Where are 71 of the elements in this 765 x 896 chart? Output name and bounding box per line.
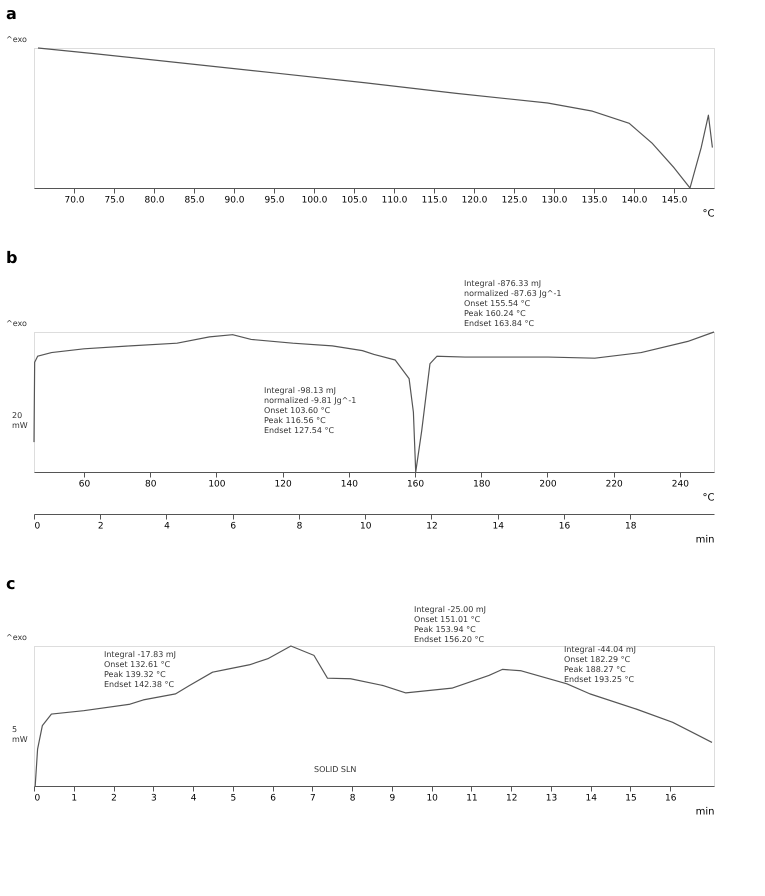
x-tick-label: 8 — [350, 794, 356, 804]
x2-tick-label: 0 — [34, 522, 40, 532]
x2-tick-label: 8 — [296, 522, 303, 532]
chart-title: a — [6, 4, 17, 23]
x-tick-label: 115.0 — [422, 196, 448, 206]
x-tick-label: 105.0 — [342, 196, 368, 206]
text: 5 mW — [12, 725, 28, 744]
x-tick-label: 125.0 — [502, 196, 528, 206]
x2-tick-label: 12 — [426, 522, 438, 532]
x-tick-label: 1 — [71, 794, 78, 804]
x-tick-label: 130.0 — [542, 196, 568, 206]
x-axis-title: min — [696, 806, 714, 818]
x-tick-label: 15 — [625, 794, 637, 804]
x-axis-title: °C — [702, 208, 715, 220]
x-tick-label: 6 — [270, 794, 276, 804]
x-tick-label: 3 — [150, 794, 157, 804]
x-tick-label: 16 — [665, 794, 677, 804]
x-tick-label: 5 — [230, 794, 236, 804]
annotation: Integral -17.83 mJ Onset 132.61 °C Peak 139.32 °C Endset 142.38 °C — [104, 650, 176, 689]
text: Integral -876.33 mJ normalized -87.63 Jg^-1 Onset 155.54 °C Peak 160.24 °C Endset 163.84 °C — [464, 279, 562, 328]
x-tick-label: 2 — [111, 794, 117, 804]
x-tick-label: 110.0 — [382, 196, 408, 206]
x2-tick-label: 14 — [492, 522, 504, 532]
x-tick-label: 200 — [539, 480, 557, 490]
x-tick-label: 120 — [274, 480, 292, 490]
x-tick-label: 90.0 — [224, 196, 245, 206]
x-tick-label: 140 — [340, 480, 358, 490]
x-tick-label: 220 — [606, 480, 624, 490]
x-tick-label: 4 — [190, 794, 197, 804]
x-tick-label: 70.0 — [64, 196, 85, 206]
x2-axis-title: min — [696, 534, 714, 546]
chart-title: b — [6, 248, 18, 267]
x-tick-label: 95.0 — [264, 196, 285, 206]
x-axis-title: °C — [702, 492, 715, 504]
annotation: SOLID SLN — [314, 765, 356, 774]
x-tick-label: 10 — [426, 794, 438, 804]
x-tick-label: 120.0 — [462, 196, 488, 206]
x-tick-label: 12 — [506, 794, 518, 804]
x-tick-label: 100 — [208, 480, 226, 490]
x-tick-label: 7 — [310, 794, 316, 804]
x-tick-label: 160 — [406, 480, 424, 490]
chart-title: c — [6, 574, 16, 593]
x-tick-label: 13 — [546, 794, 558, 804]
text: 20 mW — [12, 411, 28, 430]
x-tick-label: 75.0 — [104, 196, 125, 206]
annotation: Integral -98.13 mJ normalized -9.81 Jg^-1 Onset 103.60 °C Peak 116.56 °C Endset 127.54 °C — [264, 386, 356, 435]
x-tick-label: 240 — [672, 480, 690, 490]
x-tick-label: 11 — [466, 794, 478, 804]
x-tick-label: 60 — [78, 480, 90, 490]
x-tick-label: 80.0 — [144, 196, 165, 206]
x2-tick-label: 2 — [98, 522, 104, 532]
text: Integral -25.00 mJ Onset 151.01 °C Peak 153.94 °C Endset 156.20 °C — [414, 605, 486, 644]
x-tick-label: 80 — [144, 480, 157, 490]
x-tick-label: 145.0 — [662, 196, 688, 206]
text: ^exo — [6, 35, 27, 44]
x2-tick-label: 6 — [230, 522, 236, 532]
x2-tick-label: 16 — [558, 522, 570, 532]
x-tick-label: 180 — [473, 480, 491, 490]
x-tick-label: 100.0 — [302, 196, 328, 206]
text: ^exo — [6, 633, 27, 642]
x2-tick-label: 10 — [360, 522, 372, 532]
annotation: Integral -44.04 mJ Onset 182.29 °C Peak 188.27 °C Endset 193.25 °C — [564, 645, 636, 684]
x-tick-label: 9 — [390, 794, 396, 804]
x2-tick-label: 4 — [164, 522, 170, 532]
text: ^exo — [6, 319, 27, 328]
x-tick-label: 0 — [34, 794, 40, 804]
x-tick-label: 85.0 — [184, 196, 205, 206]
x-tick-label: 135.0 — [582, 196, 608, 206]
x-tick-label: 14 — [586, 794, 598, 804]
x-tick-label: 140.0 — [622, 196, 648, 206]
x2-tick-label: 18 — [624, 522, 637, 532]
